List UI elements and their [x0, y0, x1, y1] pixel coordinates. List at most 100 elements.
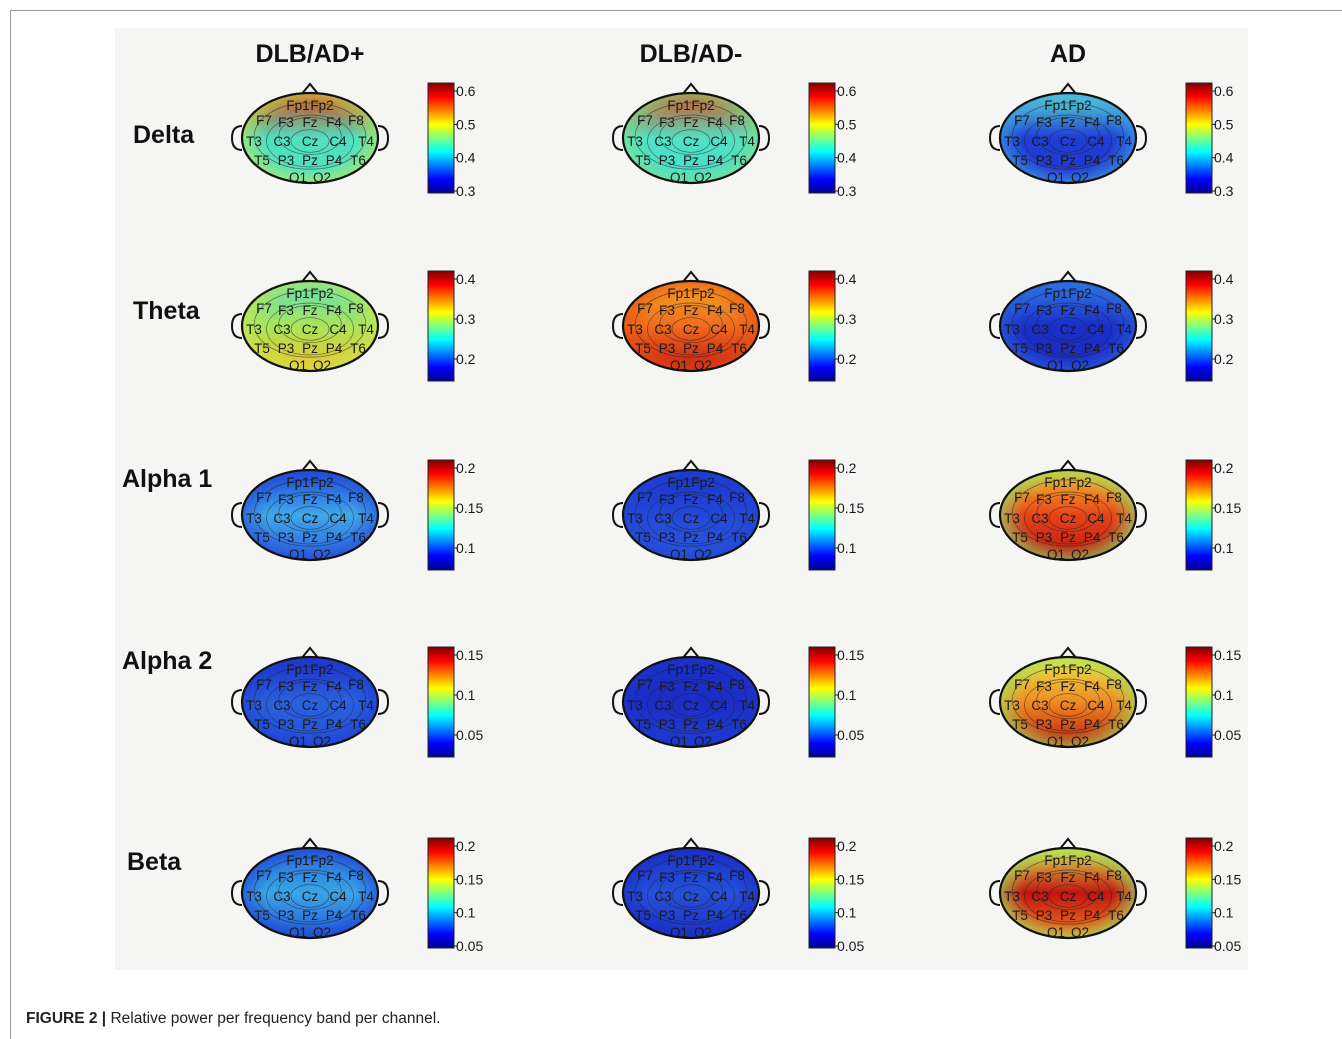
scalp-edge-shade [242, 470, 378, 560]
scalp-map: Fp1 Fp2 F7 F3 Fz F4 F8 T3 C3 Cz C4 T4 T5 P3 Pz P4 T6 O1 O2… [611, 270, 857, 382]
electrode-label-f8: F8 [348, 868, 364, 883]
electrode-label-c4: C4 [329, 511, 347, 526]
electrode-label-o1: O1 [670, 170, 688, 185]
electrode-label-t4: T4 [1116, 511, 1132, 526]
left-ear-icon [988, 502, 1001, 528]
contour-line [1048, 129, 1088, 153]
electrode-label-c4: C4 [710, 698, 728, 713]
electrode-label-fp1: Fp1 [286, 853, 309, 868]
electrode-label-t3: T3 [627, 511, 643, 526]
electrode-label-c4: C4 [710, 889, 728, 904]
colorbar [427, 270, 455, 382]
electrode-label-f7: F7 [1014, 301, 1030, 316]
colorbar-tick-label: 0.5 [1214, 116, 1234, 132]
electrode-label-f7: F7 [1014, 113, 1030, 128]
contour-line [253, 290, 367, 358]
scalp-outline [240, 846, 380, 940]
nose-icon [300, 837, 320, 851]
colorbar-tick-label: 0.1 [837, 540, 857, 556]
contour-line [290, 506, 330, 530]
electrode-label-fp1: Fp1 [667, 853, 690, 868]
electrode-label-o2: O2 [1071, 358, 1089, 373]
contour-line [1024, 491, 1112, 545]
contour-line [278, 493, 342, 533]
contour-line [278, 304, 342, 344]
colorbar-tick-label: 0.1 [837, 905, 857, 921]
electrode-label-f3: F3 [1036, 303, 1052, 318]
left-ear-icon [611, 880, 624, 906]
right-ear-icon [377, 502, 390, 528]
column-header-1: DLB/AD- [640, 40, 743, 68]
electrode-label-t6: T6 [731, 908, 747, 923]
electrode-label-p3: P3 [278, 153, 295, 168]
colorbar [1185, 459, 1213, 571]
colorbar-tick-label: 0.4 [1214, 150, 1234, 166]
electrode-label-c3: C3 [654, 698, 671, 713]
electrode-label-o2: O2 [1071, 547, 1089, 562]
electrode-label-fp2: Fp2 [310, 475, 333, 490]
electrode-label-t4: T4 [739, 889, 755, 904]
electrode-label-p3: P3 [1036, 153, 1053, 168]
contour-line [266, 678, 354, 732]
electrode-label-c3: C3 [1031, 134, 1048, 149]
electrode-label-c3: C3 [273, 698, 290, 713]
contour-line [253, 857, 367, 925]
electrode-label-f8: F8 [1106, 868, 1122, 883]
contour-line [1036, 493, 1100, 533]
left-ear-icon [230, 502, 243, 528]
figure-panel: DLB/AD+ DLB/AD- AD Delta Fp1 Fp2 F7 F3 Fz F4 F8 T3… [115, 28, 1248, 970]
electrode-label-t6: T6 [1108, 153, 1124, 168]
electrode-label-t3: T3 [1004, 889, 1020, 904]
contour-line [671, 317, 711, 341]
scalp-map: Fp1 Fp2 F7 F3 Fz F4 F8 T3 C3 Cz C4 T4 T5 P3 Pz P4 T6 O1 O2… [988, 459, 1241, 571]
electrode-label-fz: Fz [684, 303, 699, 318]
electrode-label-fz: Fz [303, 870, 318, 885]
electrode-label-f3: F3 [1036, 870, 1052, 885]
electrode-label-o2: O2 [694, 170, 712, 185]
electrode-label-f8: F8 [729, 301, 745, 316]
electrode-label-cz: Cz [302, 322, 319, 337]
electrode-label-t4: T4 [739, 698, 755, 713]
electrode-label-t4: T4 [358, 511, 374, 526]
scalp-outline [998, 468, 1138, 562]
column-header-0: DLB/AD+ [255, 40, 364, 68]
electrode-label-t5: T5 [254, 717, 270, 732]
electrode-label-f7: F7 [256, 677, 272, 692]
contour-line [1024, 302, 1112, 356]
contour-line [1048, 693, 1088, 717]
electrode-label-o2: O2 [313, 547, 331, 562]
colorbar-tick-label: 0.2 [837, 460, 857, 476]
electrode-label-fz: Fz [1061, 870, 1076, 885]
electrode-label-o2: O2 [1071, 925, 1089, 940]
electrode-label-fp2: Fp2 [691, 662, 714, 677]
electrode-label-f3: F3 [278, 303, 294, 318]
electrode-label-t3: T3 [246, 698, 262, 713]
electrode-label-f3: F3 [659, 303, 675, 318]
colorbar-tick-label: 0.2 [837, 351, 857, 367]
colorbar-tick-label: 0.05 [456, 727, 483, 743]
electrode-label-t3: T3 [1004, 322, 1020, 337]
electrode-label-fz: Fz [303, 303, 318, 318]
electrode-label-fp1: Fp1 [286, 286, 309, 301]
electrode-label-c3: C3 [273, 322, 290, 337]
electrode-label-cz: Cz [683, 889, 700, 904]
electrode-label-o2: O2 [694, 547, 712, 562]
scalp-edge-shade [1000, 93, 1136, 183]
colorbar-tick-label: 0.2 [1214, 460, 1234, 476]
scalp-map: Fp1 Fp2 F7 F3 Fz F4 F8 T3 C3 Cz C4 T4 T5 P3 Pz P4 T6 O1 O2… [611, 837, 864, 954]
electrode-label-cz: Cz [1060, 511, 1077, 526]
electrode-label-f8: F8 [348, 301, 364, 316]
electrode-label-t6: T6 [1108, 717, 1124, 732]
electrode-label-p4: P4 [1084, 153, 1101, 168]
electrode-label-cz: Cz [302, 134, 319, 149]
electrode-label-f4: F4 [707, 303, 723, 318]
colorbar [1185, 270, 1213, 382]
electrode-label-f3: F3 [278, 870, 294, 885]
contour-line [1048, 884, 1088, 908]
contour-line [671, 129, 711, 153]
electrode-label-fp1: Fp1 [667, 286, 690, 301]
electrode-label-t5: T5 [254, 908, 270, 923]
electrode-label-fp1: Fp1 [667, 662, 690, 677]
scalp-outline [240, 279, 380, 373]
electrode-label-f4: F4 [1084, 870, 1100, 885]
